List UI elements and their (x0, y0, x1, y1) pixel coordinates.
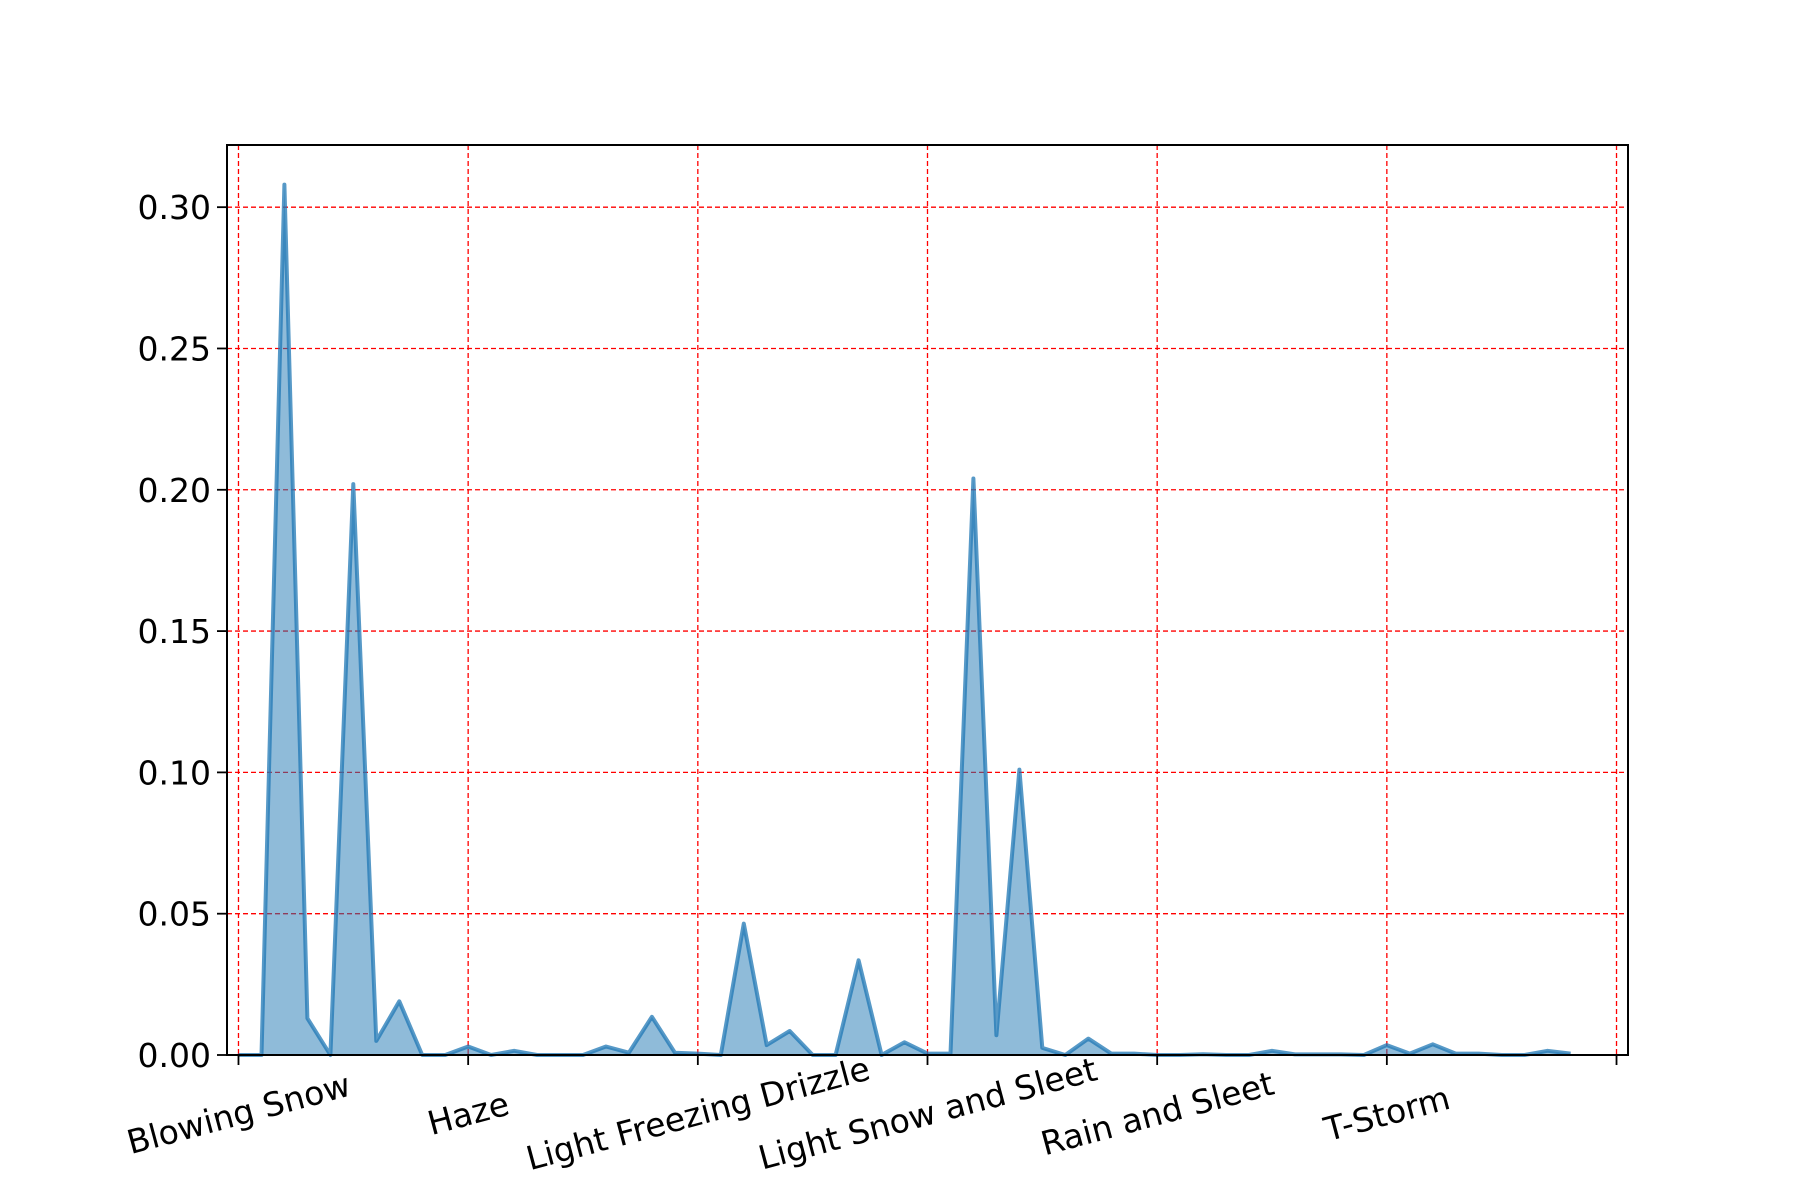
y-tick-label: 0.10 (138, 753, 211, 792)
y-tick-label: 0.30 (138, 188, 211, 227)
y-axis-tick-labels: 0.00 0.05 0.10 0.15 0.20 0.25 0.30 (138, 188, 211, 1075)
y-tick-label: 0.00 (138, 1036, 211, 1075)
series-line (238, 182, 1571, 1057)
y-tick-label: 0.15 (138, 612, 211, 651)
x-axis-tick-labels: Blowing Snow Haze Light Freezing DrizzleLi… (123, 1049, 1454, 1178)
y-tick-label: 0.05 (138, 895, 211, 934)
x-tick-label: T-Storm (1319, 1078, 1454, 1149)
x-tick-label: Blowing Snow (123, 1065, 355, 1162)
grid-lines (227, 145, 1628, 1056)
x-tick-label: Haze (423, 1084, 513, 1143)
y-tick-label: 0.25 (138, 329, 211, 368)
y-tick-label: 0.20 (138, 471, 211, 510)
axis-ticks (217, 206, 1618, 1065)
series-area-fill (238, 184, 1571, 1056)
